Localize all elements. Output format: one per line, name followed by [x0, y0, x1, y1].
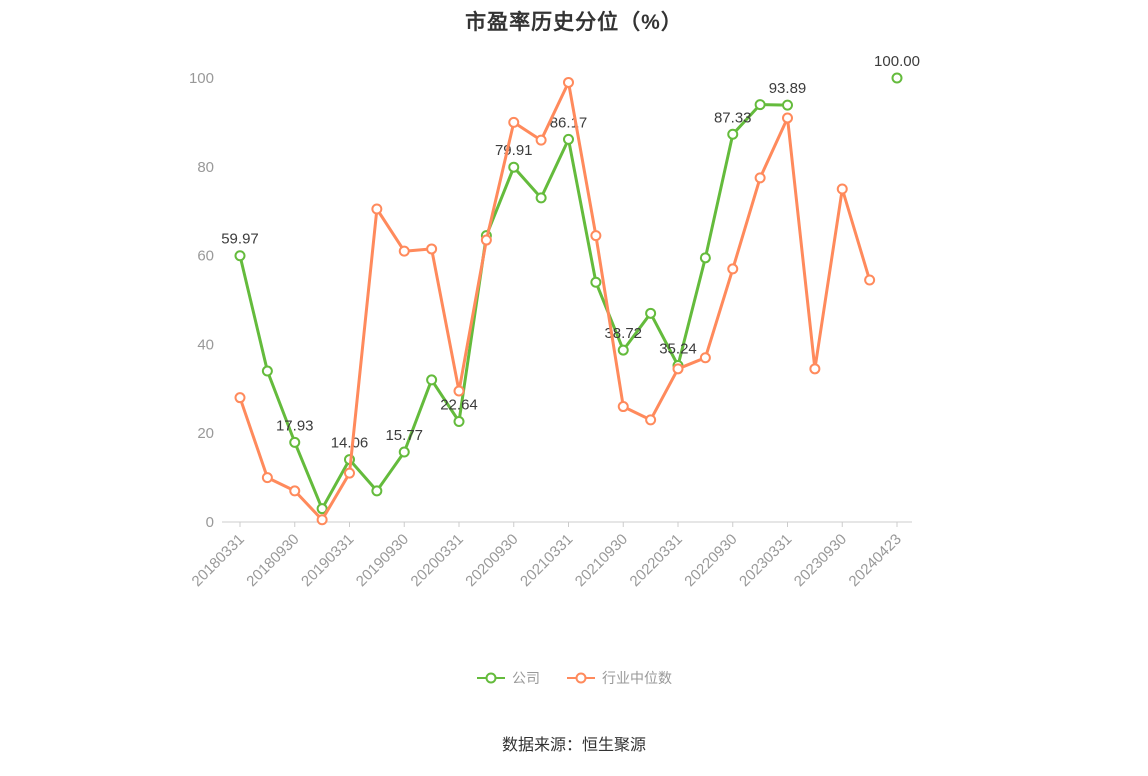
data-point-marker: [645, 414, 657, 426]
y-axis-tick-label: 100: [189, 70, 214, 87]
data-point-marker: [316, 503, 328, 515]
data-point-marker: [426, 243, 438, 255]
data-point-marker: [426, 374, 438, 386]
data-point-label: 15.77: [385, 427, 423, 444]
chart-title: 市盈率历史分位（%）: [465, 11, 683, 34]
data-point-label: 100.00: [874, 53, 920, 70]
legend-label: 行业中位数: [602, 670, 672, 686]
legend-marker-icon: [567, 672, 595, 684]
data-point-marker: [699, 252, 711, 264]
data-point-marker: [754, 99, 766, 111]
data-point-marker: [590, 230, 602, 242]
legend-marker-icon: [477, 672, 505, 684]
data-point-marker: [699, 352, 711, 364]
data-point-marker: [453, 385, 465, 397]
x-axis-tick-label: 20220930: [681, 531, 740, 590]
data-point-marker: [809, 363, 821, 375]
data-point-marker: [782, 99, 793, 111]
data-point-marker: [727, 128, 739, 140]
data-point-marker: [782, 112, 793, 124]
data-point-marker: [836, 183, 848, 195]
y-axis-tick-label: 80: [197, 159, 214, 176]
data-point-label: 59.97: [221, 231, 259, 248]
data-point-marker: [289, 485, 301, 497]
data-point-marker: [535, 192, 547, 204]
data-point-marker: [535, 134, 547, 146]
x-axis-tick-label: 20190930: [353, 531, 412, 590]
data-point-marker: [398, 446, 410, 458]
data-point-marker: [316, 514, 328, 526]
data-point-label: 35.24: [659, 341, 697, 358]
data-point-marker: [891, 72, 903, 84]
data-point-marker: [289, 436, 301, 448]
legend-label: 公司: [512, 670, 540, 686]
x-axis-tick-label: 20210331: [517, 531, 576, 590]
chart-legend: 公司 行业中位数: [0, 668, 1148, 688]
data-point-marker: [864, 274, 876, 286]
x-axis-tick-label: 20200331: [408, 531, 467, 590]
data-point-marker: [508, 116, 520, 128]
data-point-marker: [563, 133, 574, 145]
data-point-marker: [480, 234, 492, 246]
data-point-marker: [645, 307, 657, 319]
legend-item-company[interactable]: 公司: [476, 668, 540, 688]
data-point-marker: [617, 401, 629, 413]
data-point-marker: [344, 467, 355, 479]
data-point-marker: [398, 245, 410, 257]
x-axis-tick-label: 20220331: [627, 531, 686, 590]
data-point-label: 86.17: [550, 114, 588, 131]
x-axis-tick-label: 20190331: [298, 531, 357, 590]
data-point-marker: [453, 415, 465, 427]
data-point-marker: [234, 392, 246, 404]
x-axis-tick-label: 20230930: [791, 531, 850, 590]
y-axis-tick-label: 20: [197, 425, 214, 442]
data-point-marker: [508, 161, 520, 173]
y-axis-tick-label: 40: [197, 336, 214, 353]
data-point-marker: [261, 472, 273, 484]
legend-item-industry-median[interactable]: 行业中位数: [566, 668, 672, 688]
data-point-marker: [371, 485, 383, 497]
y-axis-tick-label: 60: [197, 248, 214, 265]
data-point-marker: [590, 276, 602, 288]
y-axis-tick-label: 0: [206, 514, 214, 531]
data-point-marker: [234, 250, 246, 262]
data-point-marker: [371, 203, 383, 215]
x-axis-tick-label: 20200930: [462, 531, 521, 590]
x-axis-tick-label: 20180331: [189, 531, 248, 590]
data-source-text: 数据来源：恒生聚源: [501, 737, 646, 754]
data-point-label: 22.64: [440, 396, 478, 413]
series-line-industry-median: [238, 80, 872, 522]
data-point-marker: [754, 172, 766, 184]
line-chart-canvas: 0 20 40 60 80 100 2018033120180930201903312019…: [189, 53, 920, 590]
data-point-marker: [617, 344, 629, 356]
data-point-label: 93.89: [769, 80, 807, 97]
data-point-marker: [563, 76, 574, 88]
data-point-marker: [672, 363, 684, 375]
data-point-label: 79.91: [495, 142, 533, 159]
data-point-marker: [727, 263, 739, 275]
data-point-marker: [261, 365, 273, 377]
x-axis-tick-label: 20240423: [846, 531, 905, 590]
x-axis-tick-label: 20210930: [572, 531, 631, 590]
data-point-label: 87.33: [714, 109, 752, 126]
data-point-label: 14.06: [331, 435, 369, 452]
x-axis-tick-label: 20180930: [243, 531, 302, 590]
data-point-label: 17.93: [276, 417, 314, 434]
data-point-label: 38.72: [604, 325, 642, 342]
x-axis-tick-label: 20230331: [736, 531, 795, 590]
